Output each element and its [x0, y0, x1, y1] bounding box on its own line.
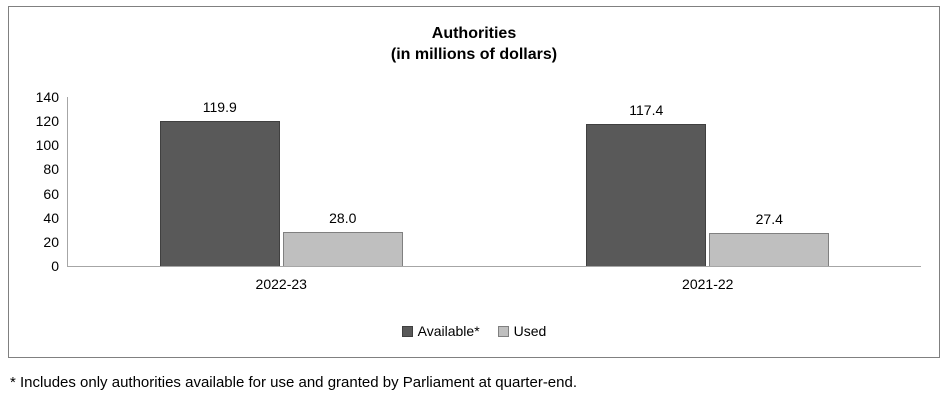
- value-label: 119.9: [202, 99, 237, 116]
- legend-item: Used: [497, 323, 547, 339]
- bar-available-2022-23: [159, 121, 280, 266]
- legend-item: Available*: [401, 323, 480, 339]
- y-tick-label: 20: [43, 233, 59, 250]
- x-axis-label: 2022-23: [255, 276, 307, 292]
- legend-swatch-icon: [401, 325, 413, 337]
- y-tick-label: 140: [35, 89, 59, 105]
- y-tick-label: 80: [43, 161, 59, 178]
- chart-title-line1: Authorities: [431, 25, 517, 42]
- bar-used-2022-23: [282, 232, 403, 266]
- value-label: 27.4: [755, 210, 783, 227]
- legend: Available* Used: [9, 323, 939, 339]
- bar-available-2021-22: [586, 124, 707, 266]
- y-tick-label: 60: [43, 185, 59, 202]
- bar-used-2021-22: [709, 232, 830, 266]
- plot-area: 0 20 40 60 80 100 120 140 119.9 28.0 2022-23 117.4 2…: [36, 89, 921, 292]
- x-axis-label: 2021-22: [682, 276, 734, 292]
- legend-label: Used: [513, 323, 547, 339]
- y-tick-label: 100: [35, 137, 59, 154]
- chart-title: Authorities (in millions of dollars): [9, 23, 939, 65]
- y-tick-label: 0: [51, 258, 59, 274]
- y-tick-label: 40: [43, 209, 59, 226]
- chart-box: Authorities (in millions of dollars) 0 20…: [8, 6, 940, 358]
- value-label: 28.0: [329, 210, 357, 227]
- footnote: * Includes only authorities available fo…: [10, 374, 578, 391]
- y-tick-label: 120: [35, 113, 59, 130]
- legend-label: Available*: [417, 323, 480, 339]
- legend-swatch-icon: [497, 325, 509, 337]
- chart-title-line2: (in millions of dollars): [390, 46, 558, 63]
- value-label: 117.4: [629, 102, 664, 119]
